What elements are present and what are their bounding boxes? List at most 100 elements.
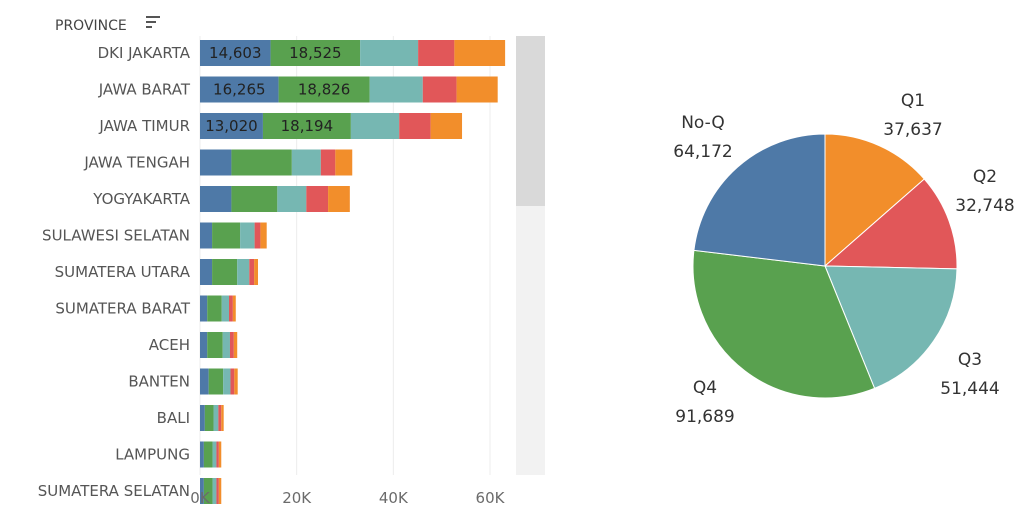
bar-segment[interactable] [203, 441, 213, 468]
bar-segment[interactable] [249, 259, 255, 285]
bar-segment[interactable] [306, 186, 329, 212]
pie-slice-no-q[interactable] [693, 133, 826, 267]
bar-segment[interactable] [229, 332, 234, 358]
bar-segment[interactable] [200, 368, 209, 395]
category-label[interactable]: SULAWESI SELATAN [42, 227, 190, 245]
bar-segment[interactable] [456, 76, 498, 103]
bar-segment[interactable] [335, 149, 353, 176]
category-label[interactable]: JAWA TENGAH [83, 154, 190, 172]
bar-segment[interactable] [218, 478, 222, 504]
pie-slice-label: Q4 [693, 378, 717, 398]
bar-segment[interactable] [399, 113, 431, 139]
bar-segment[interactable] [218, 405, 222, 431]
bar-segment[interactable] [221, 295, 229, 322]
bar-segment[interactable] [223, 368, 231, 395]
bar-segment[interactable] [222, 332, 230, 358]
bar-segment[interactable] [221, 405, 224, 431]
x-tick-label: 60K [476, 489, 506, 507]
province-header[interactable]: PROVINCE [55, 18, 127, 34]
x-tick-labels: 0K 20K 40K 60K [190, 489, 505, 507]
pie-chart: Q1 37,637 Q2 32,748 Q3 51,444 Q4 91,689 No-Q 64,1… [673, 91, 1014, 427]
bar-segment[interactable] [212, 478, 217, 504]
bar-segment[interactable] [231, 149, 292, 176]
bar-segment[interactable] [422, 76, 457, 103]
bar-segment[interactable] [212, 259, 238, 285]
bar-segment[interactable] [328, 186, 350, 212]
bar-segment[interactable] [216, 441, 219, 468]
bar-segment[interactable] [240, 222, 255, 249]
bar-segment[interactable] [200, 405, 205, 431]
bar-segment[interactable] [200, 295, 208, 322]
bar-segment[interactable] [200, 259, 213, 285]
pie-slice-value: 37,637 [883, 120, 942, 140]
bar-segment[interactable] [350, 113, 400, 139]
bar-segment[interactable] [232, 295, 236, 322]
bar-segment[interactable] [229, 295, 233, 322]
category-label[interactable]: BALI [157, 409, 190, 427]
bar-segment[interactable] [200, 332, 208, 358]
bar-segment[interactable] [212, 222, 241, 249]
bar-segment[interactable] [200, 76, 279, 103]
pie-slice-label: No-Q [681, 113, 725, 133]
scrollbar[interactable] [516, 36, 545, 475]
bar-segment[interactable] [454, 40, 506, 66]
bar-segment[interactable] [254, 222, 261, 249]
pie-slice-q2[interactable] [823, 178, 958, 270]
category-label[interactable]: BANTEN [128, 373, 190, 391]
category-label[interactable]: LAMPUNG [115, 446, 190, 464]
pie-slice-q3[interactable] [824, 265, 958, 389]
bar-segment[interactable] [231, 186, 278, 212]
bar-segment[interactable] [237, 259, 250, 285]
category-label[interactable]: DKI JAKARTA [98, 44, 191, 62]
pie-slice-label: Q3 [958, 350, 982, 370]
pie-slice-label: Q1 [901, 91, 925, 111]
bar-segment[interactable] [254, 259, 258, 285]
bar-segment[interactable] [200, 441, 204, 468]
bar-segment[interactable] [233, 332, 238, 358]
bar-segment[interactable] [218, 441, 222, 468]
bar-segment[interactable] [270, 40, 361, 66]
pie-slice-q4[interactable] [692, 249, 876, 399]
bar-segment[interactable] [216, 478, 219, 504]
bar-segment[interactable] [278, 76, 370, 103]
bar-segment[interactable] [418, 40, 455, 66]
category-label[interactable]: YOGYAKARTA [92, 190, 190, 208]
bar-segment[interactable] [230, 368, 235, 395]
bar-segment[interactable] [260, 222, 267, 249]
bar-segment[interactable] [203, 478, 213, 504]
bar-segment[interactable] [208, 368, 224, 395]
bar-segment[interactable] [291, 149, 321, 176]
category-label[interactable]: ACEH [149, 336, 190, 354]
bar-segment[interactable] [369, 76, 423, 103]
bar-segment[interactable] [204, 405, 214, 431]
bar-segment[interactable] [200, 222, 213, 249]
category-label[interactable]: JAWA TIMUR [98, 117, 190, 135]
bar-segment[interactable] [262, 113, 351, 139]
bar-segment[interactable] [200, 113, 263, 139]
bar-marks: 14,603 18,525 16,265 18,826 13,020 18,194 [200, 40, 506, 504]
category-label[interactable]: JAWA BARAT [98, 81, 191, 99]
bar-segment[interactable] [213, 405, 219, 431]
bar-segment[interactable] [430, 113, 463, 139]
category-label[interactable]: SUMATERA SELATAN [38, 482, 190, 500]
scrollbar-thumb[interactable] [516, 36, 545, 206]
bar-segment[interactable] [207, 332, 223, 358]
bar-segment[interactable] [360, 40, 419, 66]
bar-segment[interactable] [200, 478, 204, 504]
category-label[interactable]: SUMATERA BARAT [55, 300, 190, 318]
category-label[interactable]: SUMATERA UTARA [55, 263, 191, 281]
pie-slice-value: 91,689 [675, 407, 734, 427]
bar-data-label: 18,525 [289, 44, 342, 62]
bar-segment[interactable] [200, 40, 271, 66]
bar-segment[interactable] [212, 441, 217, 468]
sort-icon[interactable] [146, 16, 160, 28]
bar-segment[interactable] [320, 149, 336, 176]
x-tick-label: 40K [379, 489, 409, 507]
bar-segment[interactable] [277, 186, 307, 212]
bar-segment[interactable] [234, 368, 238, 395]
bar-segment[interactable] [207, 295, 222, 322]
pie-slice-q1[interactable] [824, 133, 926, 268]
bar-segment[interactable] [200, 149, 232, 176]
bar-segment[interactable] [200, 186, 232, 212]
